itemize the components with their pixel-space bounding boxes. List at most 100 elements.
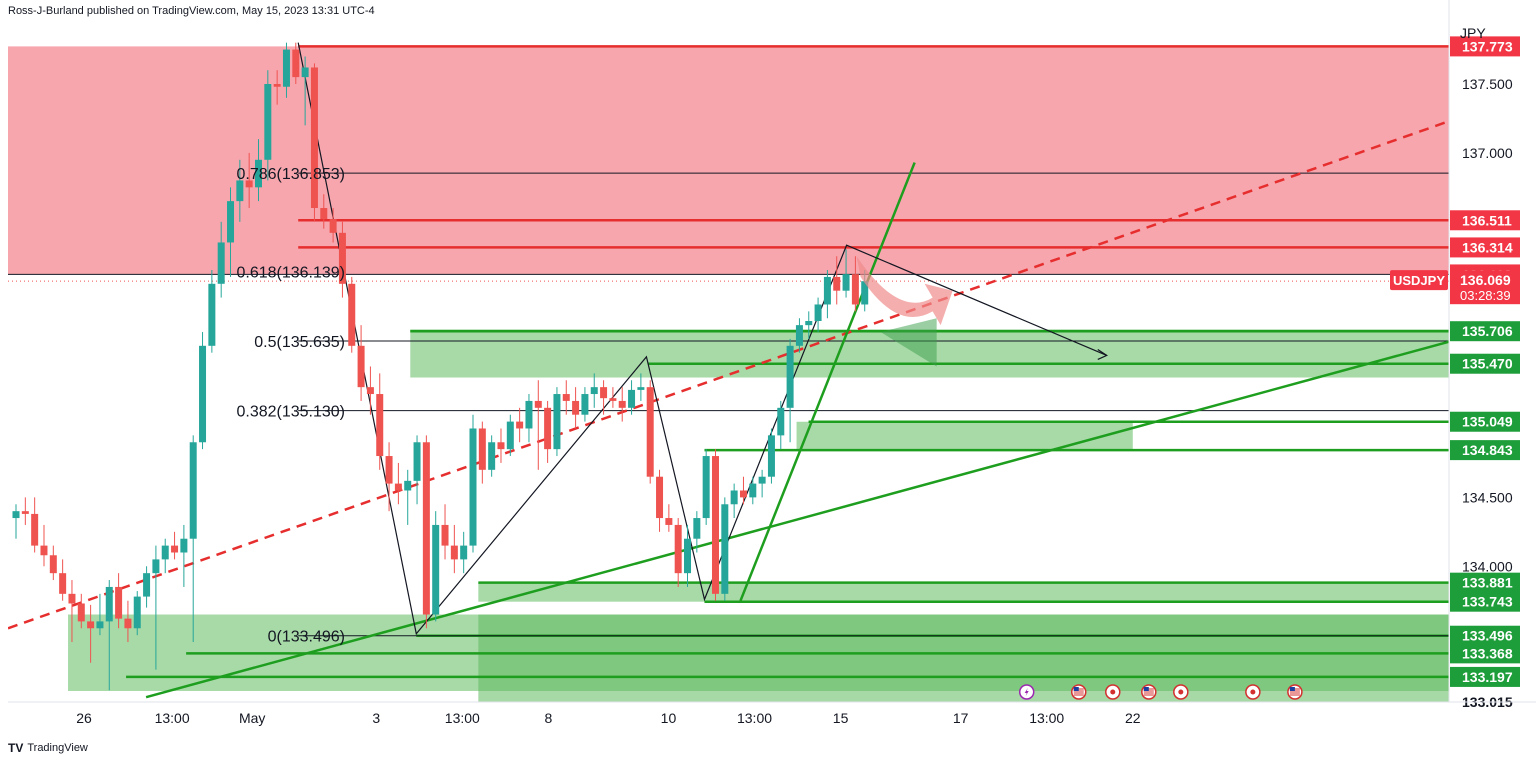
candle [422,435,430,629]
candle [161,538,169,574]
candle-body [357,345,365,388]
candle [721,497,729,601]
candle [301,56,309,126]
candle-body [376,394,384,457]
candle [264,70,272,181]
price-label-badge [1450,440,1520,461]
candle-body [40,545,48,556]
candle-body [227,201,235,243]
candle-body [544,407,552,450]
tradingview-brand: TradingView [27,742,88,754]
candle-body [833,276,841,291]
candle [693,511,701,553]
candle-body [254,159,262,188]
candle [730,483,738,519]
candle [739,476,747,505]
candle-body [488,442,496,470]
candle-body [68,593,76,604]
bearish-projection-arrow [856,256,953,326]
y-tick-label: 137.000 [1462,145,1513,161]
candle [189,435,197,643]
us-flag-icon [1070,684,1087,700]
us-flag-canton [1143,687,1149,691]
candle [68,580,76,643]
candle [357,325,365,401]
candle [758,469,766,498]
candle [497,428,505,463]
price-label-badge [1450,666,1520,687]
candle-body [581,394,589,415]
price-label-badge [1450,36,1520,57]
candle-body [656,476,664,519]
candle [544,400,552,463]
us-flag-canton [1289,687,1295,691]
tradingview-footer[interactable]: TV TradingView [8,741,88,755]
candle-body [553,394,561,450]
candle-body [292,49,300,78]
candle-body [665,518,673,525]
candle-body [786,345,794,408]
x-tick-label: 13:00 [1029,710,1064,726]
candle-body [115,586,123,619]
candle-body [861,281,869,305]
candle-body [348,283,356,346]
x-tick-label: 15 [833,710,849,726]
candle-body [366,387,374,395]
candle-body [133,596,141,629]
candle [833,256,841,305]
currency-label: JPY [1460,25,1486,41]
candle [49,545,57,581]
candle [711,449,719,601]
candle [199,332,207,450]
lightning-icon-bolt [1024,688,1029,696]
candle-body [739,490,747,498]
x-tick-label: 3 [372,710,380,726]
candle-body [49,555,57,574]
candle-body [394,483,402,491]
candle [777,400,785,450]
candle-body [310,67,318,209]
price-label-badge [1450,572,1520,593]
candle-body [525,400,533,429]
candle [236,159,244,222]
candle [805,311,813,339]
candle-body [637,387,645,390]
candle [702,449,710,525]
candle [684,524,692,587]
candle [171,531,179,560]
x-tick-label: 22 [1125,710,1141,726]
y-tick-label: 134.000 [1462,558,1513,574]
x-tick-label: 17 [953,710,969,726]
price-label-badge [1450,625,1520,646]
event-dot-icon [1173,684,1189,700]
candle [469,414,477,553]
candle [40,524,48,567]
price-label: 133.496 [1462,628,1513,644]
candle [450,524,458,574]
candle [77,593,85,629]
candle-body [497,442,505,450]
y-tick-label: 134.500 [1462,489,1513,505]
candle-body [199,345,207,443]
candle [376,373,384,470]
candle-body [338,232,346,284]
candle [665,504,673,532]
candle-body [217,242,225,284]
candle [87,604,95,663]
price-label-badge [1450,321,1520,342]
green-trendline [145,340,1449,699]
candle-body [282,49,290,87]
dark-trendline [297,42,1107,636]
candle-body [516,421,524,429]
candle-body [460,545,468,560]
price-label: 135.706 [1462,323,1513,339]
candle [506,414,514,457]
candle [217,221,225,298]
fib-label-0: 0(133.496) [268,629,345,646]
candle-body [161,545,169,560]
candle-body [609,398,617,401]
candle-body [152,559,160,574]
candle-body [385,456,393,484]
candle [366,366,374,415]
